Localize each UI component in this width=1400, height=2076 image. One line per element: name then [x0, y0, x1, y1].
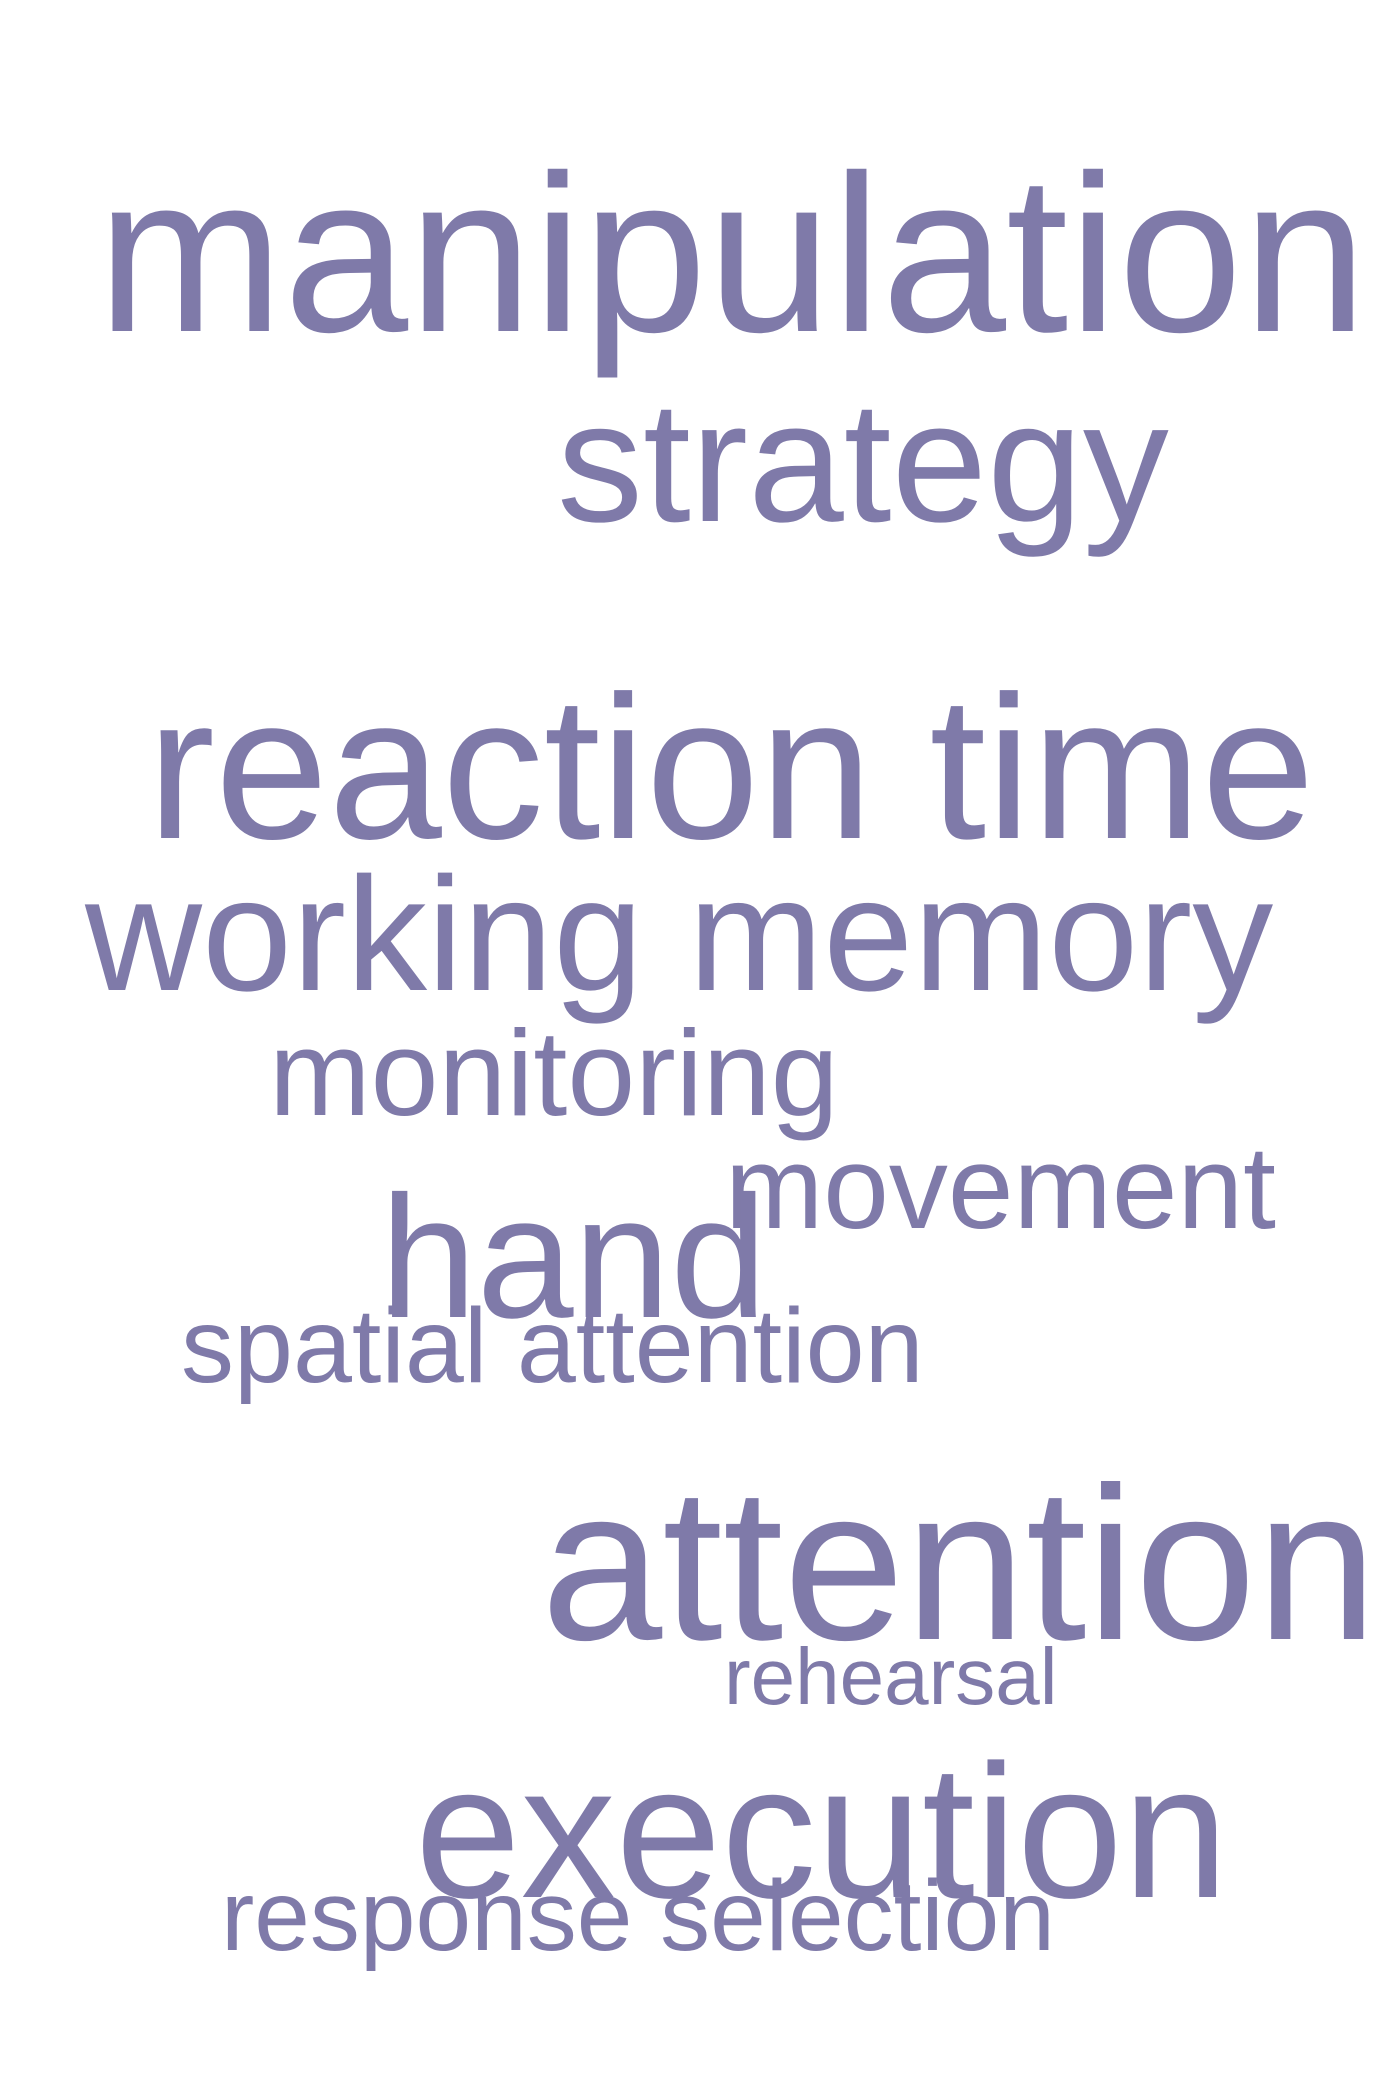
word-working-memory: working memory — [85, 844, 1274, 1025]
word-manipulation: manipulation — [97, 129, 1368, 379]
word-movement: movement — [725, 1122, 1276, 1254]
word-spatial-attention: spatial attention — [181, 1287, 924, 1405]
word-strategy: strategy — [557, 366, 1169, 558]
word-response-selection: response selection — [221, 1860, 1055, 1972]
word-hand: hand — [380, 1159, 768, 1354]
word-attention: attention — [541, 1443, 1378, 1686]
word-execution: execution — [415, 1726, 1229, 1938]
word-reaction-time: reaction time — [147, 654, 1315, 882]
word-rehearsal: rehearsal — [724, 1632, 1058, 1721]
word-monitoring: monitoring — [269, 1005, 839, 1141]
